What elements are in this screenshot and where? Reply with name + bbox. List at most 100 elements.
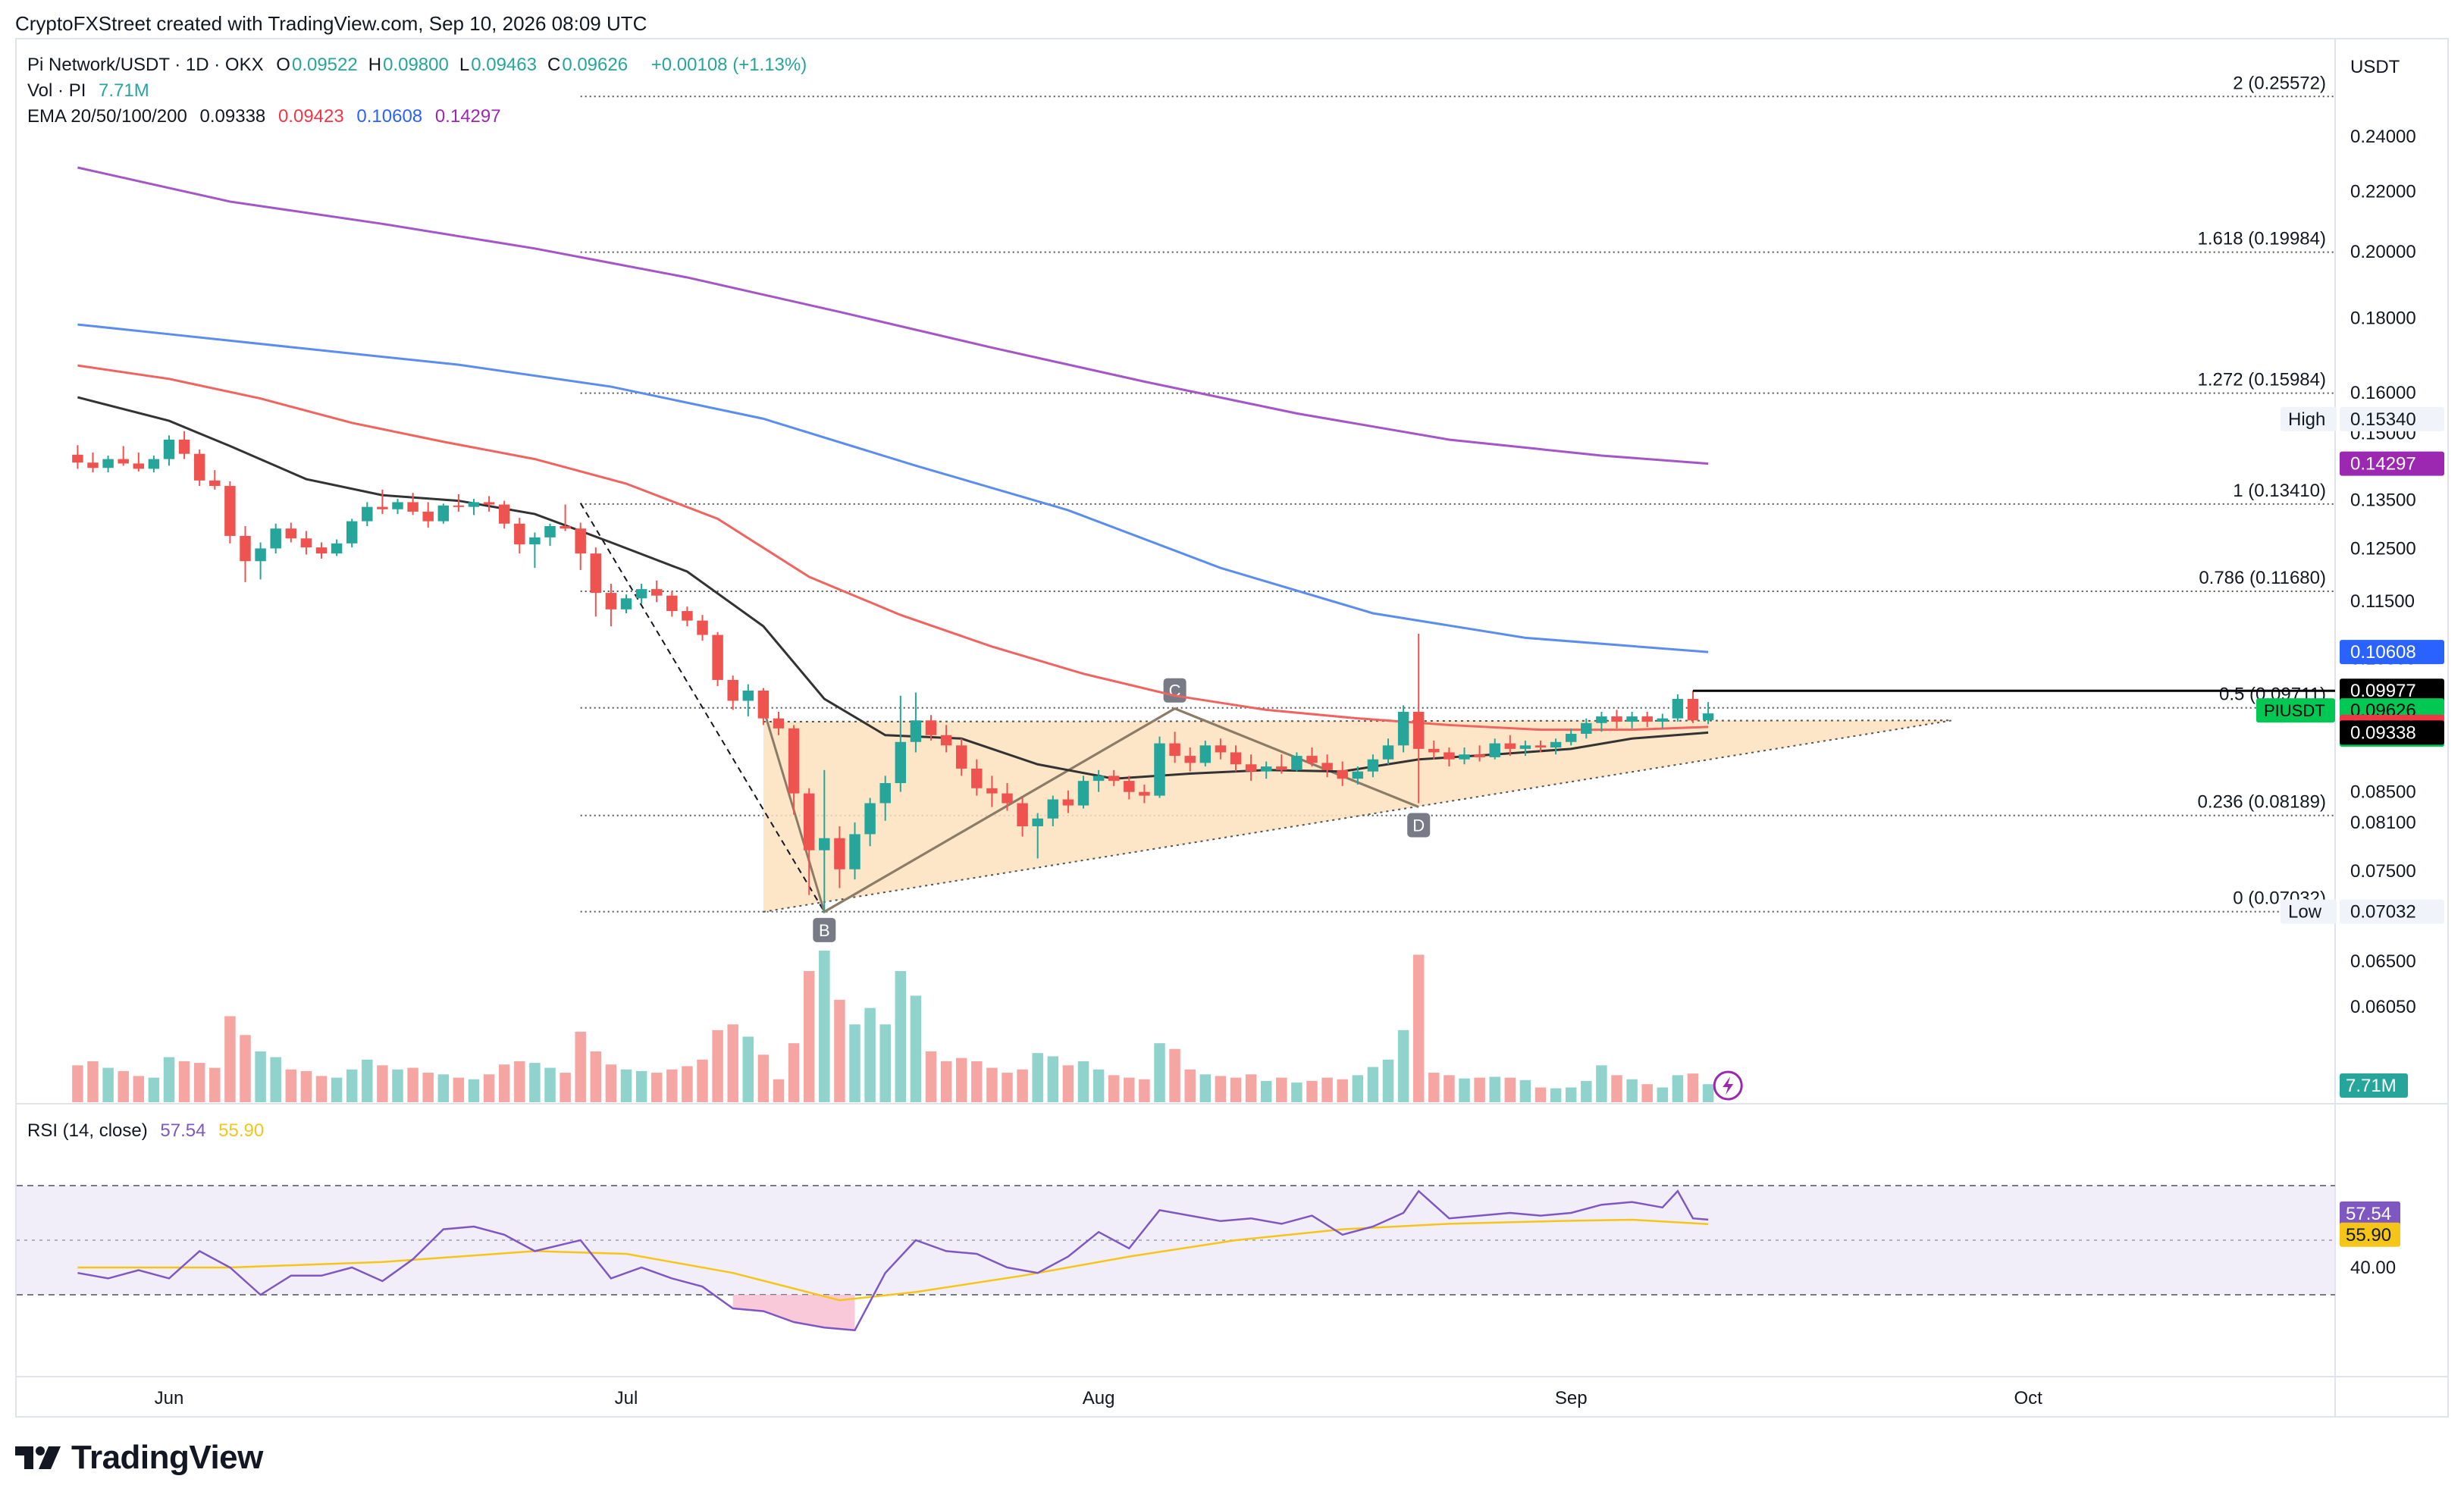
legend-rsi: RSI (14, close) 57.54 55.90 bbox=[27, 1120, 271, 1142]
candle-body bbox=[605, 593, 617, 609]
legend-vol-value: 7.71M bbox=[99, 80, 149, 101]
price-axis-tag-label: 0.14297 bbox=[2350, 454, 2416, 475]
volume-bar bbox=[1428, 1073, 1440, 1102]
candle-body bbox=[102, 459, 114, 468]
volume-bar bbox=[590, 1051, 602, 1102]
candle-body bbox=[1139, 791, 1150, 796]
candle-body bbox=[285, 528, 297, 539]
candle-body bbox=[1077, 781, 1089, 806]
candle-body bbox=[392, 502, 403, 509]
candle-body bbox=[270, 528, 281, 549]
brand-name: TradingView bbox=[71, 1439, 263, 1476]
price-tick-label: 0.06050 bbox=[2350, 997, 2416, 1017]
volume-bar bbox=[620, 1069, 632, 1102]
triangle-upper-line bbox=[763, 719, 1952, 723]
candle-body bbox=[1504, 743, 1516, 749]
price-axis-tag-label: 0.09977 bbox=[2350, 681, 2416, 701]
volume-bar bbox=[346, 1069, 358, 1102]
ema50-line bbox=[77, 364, 1709, 732]
volume-bar bbox=[1611, 1075, 1622, 1102]
legend-ohlc-o: O0.09522 bbox=[276, 55, 365, 75]
candle-body bbox=[819, 838, 830, 851]
rsi-ma-line bbox=[77, 1218, 1709, 1302]
candle-body bbox=[498, 504, 510, 524]
candle-body bbox=[529, 537, 541, 545]
price-axis-tag bbox=[2340, 451, 2444, 476]
candle-body bbox=[315, 547, 328, 554]
candle-body bbox=[1092, 776, 1105, 782]
candle-body bbox=[971, 768, 983, 788]
volume-bar bbox=[544, 1067, 556, 1102]
volume-bar bbox=[650, 1073, 663, 1102]
symbol-tag-label: PIUSDT bbox=[2264, 701, 2325, 720]
price-tick-label: 0.24000 bbox=[2350, 127, 2416, 147]
volume-bar bbox=[1199, 1074, 1212, 1102]
volume-bar bbox=[529, 1063, 541, 1102]
candle-body bbox=[925, 720, 937, 735]
candle-body bbox=[1626, 716, 1638, 722]
volume-bar bbox=[1367, 1067, 1379, 1102]
volume-bar bbox=[1047, 1056, 1059, 1102]
price-tick-label: 0.16000 bbox=[2350, 383, 2416, 403]
price-tick-label: 0.13500 bbox=[2350, 490, 2416, 510]
volume-bar bbox=[453, 1077, 465, 1102]
ema100-line bbox=[77, 323, 1709, 653]
volume-bar bbox=[666, 1069, 678, 1102]
volume-bar bbox=[193, 1063, 205, 1102]
chart-canvas[interactable]: USDT 0.24000 0.22000 0.20000 0.18000 0.16000 0… bbox=[17, 39, 2447, 1416]
candle-body bbox=[788, 728, 800, 794]
lightning-icon-glyph bbox=[1723, 1076, 1734, 1095]
volume-bar bbox=[392, 1069, 403, 1102]
candle-body bbox=[1017, 803, 1028, 826]
fib-level-label: 2 (0.25572) bbox=[2233, 73, 2326, 93]
legend-ohlc-label: C bbox=[547, 55, 561, 75]
legend-ohlc-label: H bbox=[368, 55, 382, 75]
pattern-point-label: D bbox=[1412, 816, 1425, 835]
volume-bar bbox=[635, 1070, 647, 1102]
price-tick-label: 0.20000 bbox=[2350, 242, 2416, 262]
rsi-axis-tag bbox=[2340, 1222, 2400, 1247]
volume-bar bbox=[331, 1077, 343, 1102]
candle-body bbox=[575, 528, 586, 554]
volume-bar bbox=[362, 1059, 373, 1102]
legend-rsi-value: 57.54 bbox=[160, 1120, 206, 1141]
fib-level-label: 1.272 (0.15984) bbox=[2198, 370, 2326, 390]
legend-ohlc-value: 0.09800 bbox=[383, 55, 449, 75]
volume-bar bbox=[1139, 1079, 1150, 1102]
price-axis-tag bbox=[2340, 720, 2444, 745]
volume-bar bbox=[1474, 1077, 1485, 1102]
volume-bar bbox=[575, 1032, 586, 1102]
candle-body bbox=[468, 502, 480, 507]
volume-bar bbox=[1504, 1077, 1516, 1102]
legend-symbol: Pi Network/USDT · 1D · OKX bbox=[27, 55, 264, 75]
candle-body bbox=[757, 690, 770, 719]
candle-body bbox=[1519, 745, 1531, 749]
rsi-oversold-fill bbox=[732, 1295, 855, 1330]
candle-body bbox=[727, 679, 738, 701]
candle-body bbox=[346, 521, 358, 544]
volume-bar bbox=[1444, 1075, 1455, 1102]
candle-body bbox=[1199, 745, 1212, 763]
volume-bar bbox=[178, 1061, 190, 1102]
symbol-tag bbox=[2256, 698, 2335, 723]
chart-frame: USDT 0.24000 0.22000 0.20000 0.18000 0.16000 0… bbox=[15, 38, 2449, 1418]
candle-body bbox=[87, 462, 99, 468]
candle-body bbox=[1382, 745, 1394, 760]
candle-body bbox=[697, 620, 708, 635]
candle-body bbox=[1565, 733, 1577, 742]
volume-bar bbox=[1672, 1075, 1684, 1102]
volume-bar bbox=[133, 1076, 145, 1102]
candle-body bbox=[773, 718, 785, 728]
volume-bar bbox=[1276, 1077, 1287, 1102]
candle-body bbox=[224, 486, 236, 536]
volume-bar bbox=[407, 1067, 419, 1102]
rsi-line bbox=[77, 1189, 1709, 1332]
volume-bar bbox=[1215, 1076, 1227, 1102]
candle-body bbox=[955, 745, 967, 769]
volume-bar bbox=[1245, 1074, 1257, 1102]
candle-body bbox=[682, 611, 693, 621]
price-axis-tag-label: 0.09338 bbox=[2350, 722, 2416, 743]
candle-body bbox=[1260, 766, 1272, 772]
volume-bar bbox=[971, 1061, 983, 1102]
volume-bar bbox=[300, 1070, 312, 1102]
